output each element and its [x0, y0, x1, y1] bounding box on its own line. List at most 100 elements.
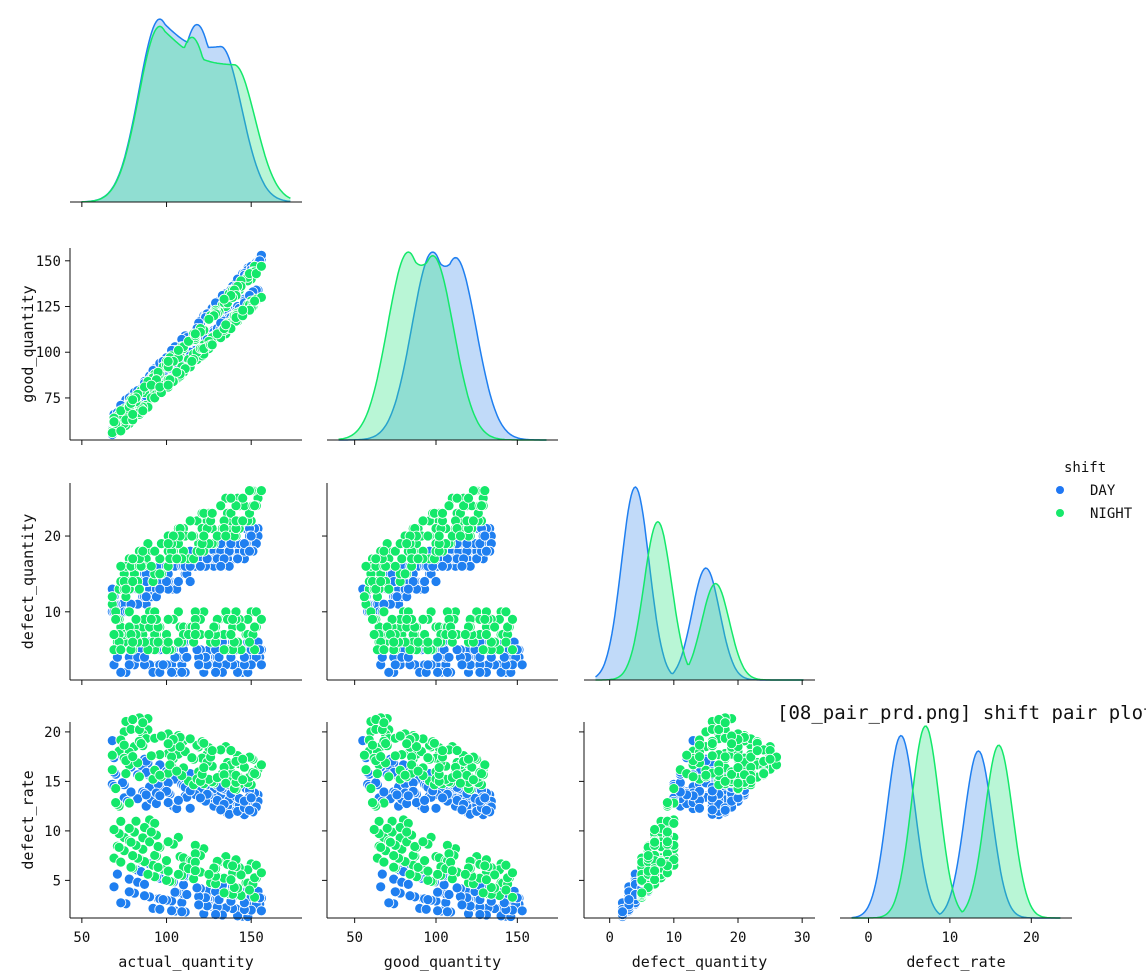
scatter-point	[206, 507, 218, 519]
scatter-point	[249, 891, 261, 903]
scatter-point	[106, 749, 118, 761]
scatter-point	[443, 500, 455, 512]
scatter-point	[198, 762, 210, 773]
scatter-point	[115, 897, 127, 909]
scatter-point	[215, 500, 227, 512]
scatter-point	[127, 408, 139, 420]
scatter-point	[218, 644, 230, 656]
scatter-point	[719, 804, 731, 816]
y-tick-label: 20	[44, 725, 61, 741]
scatter-point	[186, 530, 198, 542]
scatter-point	[145, 750, 157, 762]
scatter-point	[184, 515, 196, 527]
scatter-point	[120, 768, 132, 779]
scatter-point	[133, 771, 145, 783]
scatter-point	[194, 792, 206, 804]
scatter-point	[441, 906, 453, 918]
scatter-point	[218, 293, 230, 305]
scatter-point	[162, 614, 174, 625]
scatter-point	[649, 865, 660, 877]
scatter-point	[172, 869, 184, 880]
x-tick-label: 10	[941, 930, 958, 946]
scatter-point	[115, 816, 127, 827]
legend-marker-night	[1056, 509, 1064, 517]
scatter-point	[446, 865, 458, 877]
scatter-point	[443, 889, 455, 900]
scatter-point	[751, 745, 763, 756]
scatter-point	[244, 636, 255, 648]
x-axis-label-actual_quantity: actual_quantity	[118, 953, 253, 971]
scatter-point	[198, 737, 210, 749]
scatter-point	[249, 295, 261, 307]
scatter-point	[127, 751, 139, 762]
scatter-point	[463, 753, 474, 765]
scatter-point	[451, 745, 463, 756]
scatter-point	[745, 774, 757, 786]
scatter-point	[401, 826, 413, 838]
scatter-point	[139, 890, 150, 902]
scatter-point	[184, 733, 196, 745]
scatter-point	[145, 614, 157, 625]
scatter-point	[489, 621, 501, 633]
scatter-point	[480, 804, 492, 816]
scatter-point	[108, 881, 120, 893]
scatter-point	[125, 786, 137, 798]
scatter-point	[203, 313, 215, 325]
scatter-point	[507, 614, 518, 625]
scatter-point	[161, 855, 172, 866]
scatter-point	[155, 730, 167, 742]
scatter-point	[378, 786, 390, 798]
scatter-point	[115, 644, 127, 656]
scatter-point	[245, 530, 257, 542]
scatter-point	[140, 591, 152, 603]
scatter-point	[446, 629, 458, 640]
scatter-point	[137, 545, 149, 557]
scatter-point	[389, 886, 401, 898]
scatter-point	[383, 583, 395, 595]
scatter-point	[123, 797, 135, 809]
scatter-point	[360, 764, 372, 776]
scatter-point	[139, 879, 150, 890]
scatter-point	[451, 644, 463, 656]
scatter-point	[123, 606, 135, 618]
scatter-point	[249, 500, 261, 512]
scatter-point	[388, 636, 400, 648]
legend-label-day: DAY	[1090, 483, 1116, 499]
scatter-point	[237, 753, 249, 765]
scatter-point	[417, 836, 429, 848]
scatter-point	[237, 304, 249, 316]
scatter-point	[142, 868, 154, 880]
scatter-point	[106, 764, 118, 776]
scatter-point	[166, 667, 178, 678]
scatter-point	[480, 874, 492, 886]
scatter-point	[417, 515, 429, 527]
scatter-point	[642, 850, 654, 861]
scatter-point	[191, 882, 203, 894]
scatter-point	[732, 777, 744, 789]
scatter-point	[649, 874, 660, 886]
scatter-point	[238, 538, 250, 549]
scatter-point	[402, 583, 414, 595]
scatter-point	[432, 886, 444, 898]
scatter-point	[500, 884, 512, 896]
scatter-point	[516, 659, 528, 671]
scatter-point	[250, 859, 262, 871]
scatter-point	[125, 861, 137, 873]
y-tick-label: 125	[36, 300, 61, 316]
scatter-point	[237, 515, 249, 527]
scatter-series-night-actual_quantity-vs-defect_rate	[106, 712, 267, 903]
scatter-point	[371, 768, 383, 779]
scatter-point	[152, 862, 164, 873]
scatter-point	[127, 576, 139, 587]
scatter-point	[130, 815, 142, 827]
scatter-point	[210, 667, 222, 678]
scatter-point	[189, 865, 201, 877]
scatter-point	[467, 774, 479, 786]
scatter-point	[208, 621, 220, 633]
scatter-point	[370, 553, 382, 565]
scatter-point	[432, 636, 444, 648]
scatter-point	[732, 752, 744, 764]
scatter-point	[249, 621, 261, 633]
scatter-point	[137, 717, 149, 729]
scatter-point	[401, 614, 413, 625]
